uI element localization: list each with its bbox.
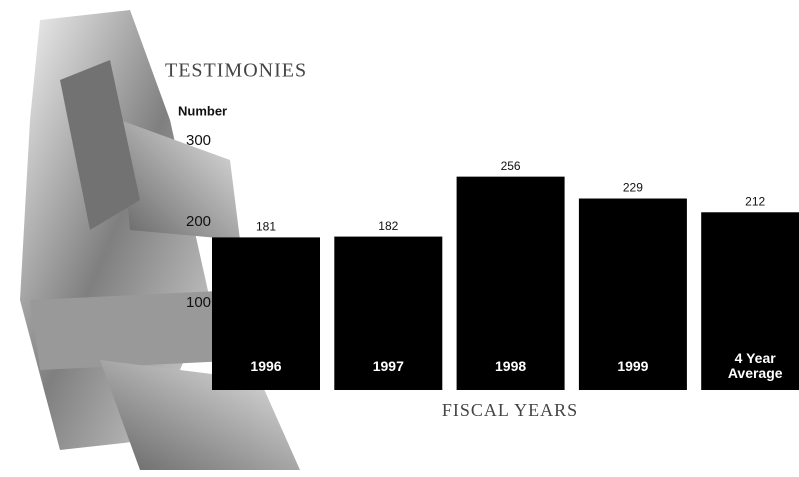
x-tick-label-box: 4 Year Average bbox=[727, 350, 783, 381]
chart-title: TESTIMONIES bbox=[165, 60, 307, 82]
value-label: 181 bbox=[256, 220, 276, 234]
bar bbox=[334, 236, 443, 390]
x-tick-label: 4 Year Average bbox=[727, 350, 783, 381]
bar bbox=[578, 198, 687, 390]
x-tick-label: 1996 bbox=[250, 357, 282, 374]
x-axis-label: FISCAL YEARS bbox=[442, 400, 578, 420]
y-axis-label: Number bbox=[178, 103, 227, 118]
y-tick-label: 200 bbox=[186, 213, 211, 230]
y-tick-label: 100 bbox=[186, 294, 211, 311]
x-tick-label-box: 1996 bbox=[250, 357, 282, 374]
x-tick-label-box: 1997 bbox=[372, 357, 404, 374]
x-tick-label: 1999 bbox=[617, 357, 649, 374]
x-tick-label-box: 1998 bbox=[495, 357, 527, 374]
bar bbox=[456, 176, 565, 390]
value-label: 182 bbox=[378, 219, 398, 233]
x-tick-label: 1998 bbox=[495, 357, 527, 374]
value-label: 256 bbox=[501, 159, 521, 173]
x-tick-label: 1997 bbox=[372, 357, 404, 374]
bar bbox=[701, 212, 799, 390]
value-label: 212 bbox=[745, 194, 765, 208]
y-tick-label: 300 bbox=[186, 132, 211, 149]
value-label: 229 bbox=[623, 181, 643, 195]
bar bbox=[212, 237, 320, 390]
x-tick-label-box: 1999 bbox=[617, 357, 649, 374]
